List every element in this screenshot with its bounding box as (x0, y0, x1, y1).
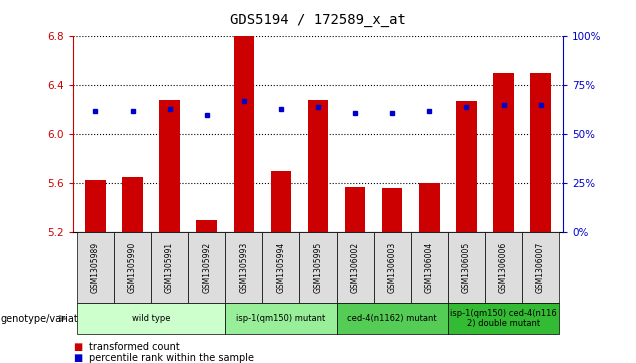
Text: genotype/variation: genotype/variation (1, 314, 93, 323)
Text: isp-1(qm150) mutant: isp-1(qm150) mutant (237, 314, 326, 323)
Text: transformed count: transformed count (89, 342, 180, 352)
Bar (233, 36, 254, 232)
Bar (345, 187, 365, 232)
Text: wild type: wild type (132, 314, 170, 323)
Text: GSM1306004: GSM1306004 (425, 242, 434, 293)
Text: GSM1305990: GSM1305990 (128, 242, 137, 293)
Text: GSM1306002: GSM1306002 (350, 242, 359, 293)
Text: GSM1305989: GSM1305989 (91, 242, 100, 293)
Text: percentile rank within the sample: percentile rank within the sample (89, 352, 254, 363)
Bar (494, 73, 514, 232)
Bar (456, 101, 476, 232)
Bar (160, 100, 180, 232)
Bar (122, 177, 142, 232)
Text: GSM1305994: GSM1305994 (277, 242, 286, 293)
Text: GSM1306003: GSM1306003 (388, 242, 397, 293)
Bar (419, 183, 439, 232)
Bar (308, 100, 328, 232)
Bar (85, 180, 106, 232)
Bar (271, 171, 291, 232)
Text: GDS5194 / 172589_x_at: GDS5194 / 172589_x_at (230, 13, 406, 27)
Text: ■: ■ (73, 342, 83, 352)
Text: isp-1(qm150) ced-4(n116
2) double mutant: isp-1(qm150) ced-4(n116 2) double mutant (450, 309, 557, 328)
Text: GSM1305992: GSM1305992 (202, 242, 211, 293)
Text: GSM1305991: GSM1305991 (165, 242, 174, 293)
Text: GSM1306007: GSM1306007 (536, 242, 545, 293)
Text: GSM1306005: GSM1306005 (462, 242, 471, 293)
Text: GSM1305993: GSM1305993 (239, 242, 248, 293)
Text: GSM1306006: GSM1306006 (499, 242, 508, 293)
Text: ced-4(n1162) mutant: ced-4(n1162) mutant (347, 314, 437, 323)
Text: ■: ■ (73, 352, 83, 363)
Bar (530, 73, 551, 232)
Bar (382, 188, 403, 232)
Text: GSM1305995: GSM1305995 (314, 242, 322, 293)
Bar (197, 220, 217, 232)
